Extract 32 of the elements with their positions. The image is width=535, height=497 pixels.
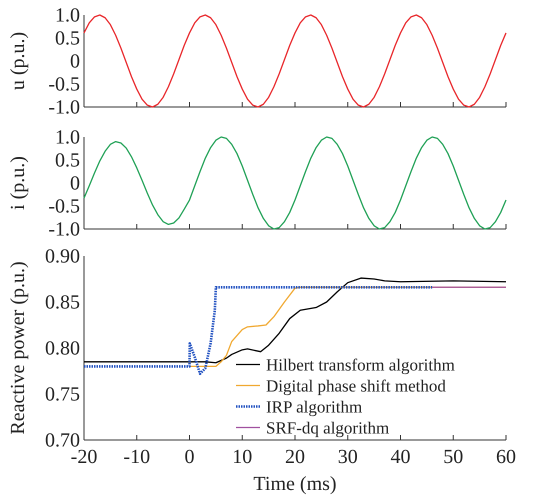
y-tick-label: 0.85 bbox=[45, 291, 80, 314]
legend-label: SRF-dq algorithm bbox=[266, 418, 390, 438]
y-tick-label: -1.0 bbox=[48, 218, 80, 240]
x-tick-label: 60 bbox=[496, 446, 516, 468]
y-tick-label: 0.5 bbox=[55, 27, 80, 50]
y-tick-label: 0 bbox=[70, 172, 80, 194]
y-tick-label: -0.5 bbox=[48, 73, 80, 96]
x-tick-label: 20 bbox=[285, 446, 305, 468]
x-tick-label: -10 bbox=[123, 446, 150, 468]
y-tick-label: 0.80 bbox=[45, 337, 80, 360]
y-tick-label: 0.5 bbox=[55, 149, 80, 172]
x-tick-label: 50 bbox=[443, 446, 464, 468]
x-axis-title: Time (ms) bbox=[253, 473, 337, 495]
line-series bbox=[83, 14, 507, 108]
y-tick-label: 0 bbox=[70, 50, 80, 72]
y-axis-title: i (p.u.) bbox=[7, 156, 29, 210]
legend-label: IRP algorithm bbox=[266, 398, 362, 416]
legend-label: Digital phase shift method bbox=[266, 376, 446, 396]
y-axis-title: u (p.u.) bbox=[7, 32, 29, 90]
legend-label: Hilbert transform algorithm bbox=[266, 356, 455, 374]
y-tick-label: 0.90 bbox=[45, 245, 80, 268]
y-tick-label: -1.0 bbox=[48, 96, 80, 118]
x-tick-label: 0 bbox=[184, 446, 194, 468]
x-tick-label: 30 bbox=[338, 446, 358, 468]
y-axis-title: Reactive power (p.u.) bbox=[7, 261, 29, 435]
y-tick-label: 1.0 bbox=[55, 126, 80, 148]
x-tick-label: 40 bbox=[390, 446, 410, 468]
y-tick-label: 1.0 bbox=[55, 4, 80, 26]
line-series bbox=[83, 136, 507, 230]
y-tick-label: -0.5 bbox=[48, 195, 80, 218]
y-tick-label: 0.75 bbox=[45, 383, 80, 406]
x-tick-label: 10 bbox=[232, 446, 252, 468]
